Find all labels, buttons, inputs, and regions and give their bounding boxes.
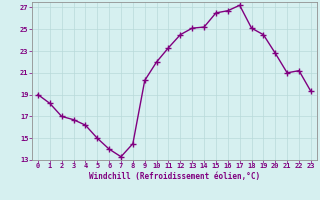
X-axis label: Windchill (Refroidissement éolien,°C): Windchill (Refroidissement éolien,°C) <box>89 172 260 181</box>
